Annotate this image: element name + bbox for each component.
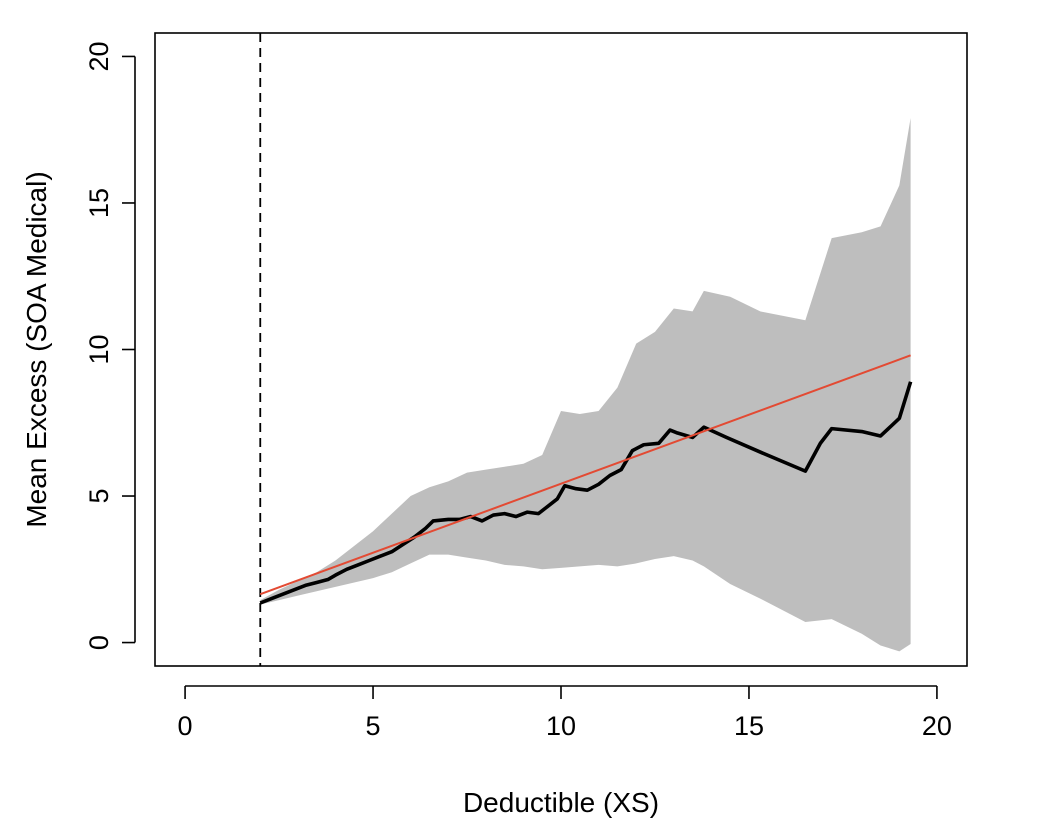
fitted-line bbox=[259, 354, 911, 596]
x-tick-label: 10 bbox=[546, 711, 576, 741]
plot-frame bbox=[154, 32, 968, 667]
x-tick-label: 15 bbox=[734, 711, 764, 741]
y-tick-label: 20 bbox=[84, 41, 114, 71]
y-tick-label: 0 bbox=[84, 635, 114, 650]
y-axis-title: Mean Excess (SOA Medical) bbox=[21, 171, 52, 527]
y-axis: 0 5 10 15 20 bbox=[84, 41, 136, 650]
x-axis-title: Deductible (XS) bbox=[463, 787, 659, 818]
x-tick-label: 5 bbox=[366, 711, 381, 741]
y-tick-label: 5 bbox=[84, 489, 114, 504]
y-tick-label: 10 bbox=[84, 334, 114, 364]
x-axis: 0 5 10 15 20 bbox=[178, 685, 952, 741]
x-tick-label: 0 bbox=[178, 711, 193, 741]
mean-excess-line bbox=[259, 381, 913, 605]
x-tick-label: 20 bbox=[922, 711, 952, 741]
y-tick-label: 15 bbox=[84, 188, 114, 218]
confidence-band bbox=[260, 117, 911, 652]
plot-area bbox=[259, 33, 913, 666]
